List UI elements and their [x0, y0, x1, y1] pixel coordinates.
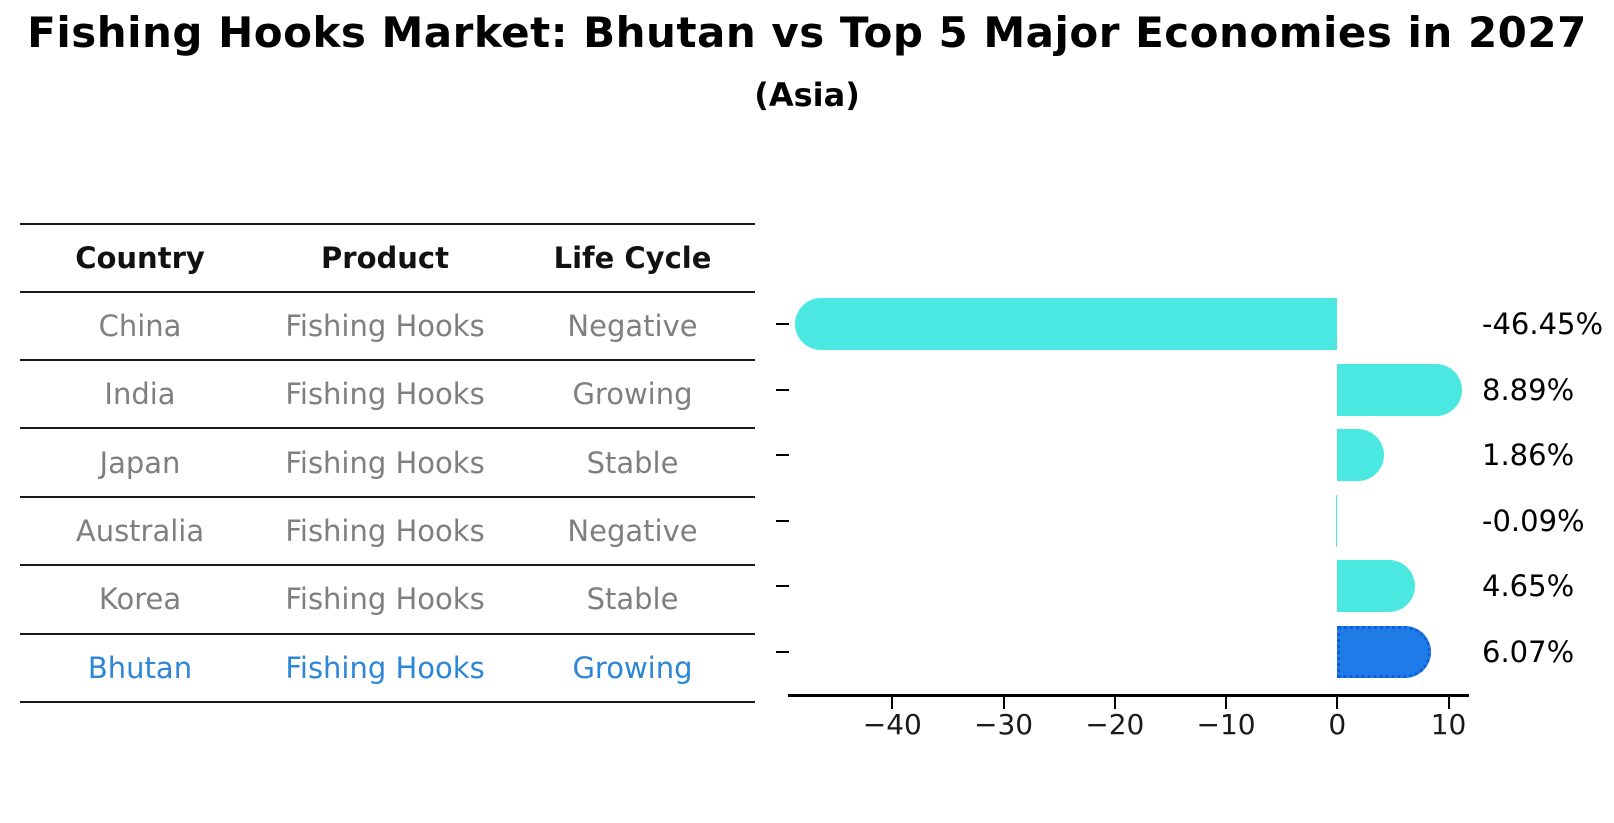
product-cell-bhutan: Fishing Hooks: [285, 650, 485, 685]
table-row-japan: Japan Fishing Hooks Stable: [20, 427, 755, 495]
bar-japan: [1337, 429, 1384, 482]
country-cell-india: India: [104, 377, 176, 412]
table-row-bhutan: Bhutan Fishing Hooks Growing: [20, 632, 755, 703]
bar-australia: [1335, 494, 1338, 547]
table-header-cell-country: Country: [75, 240, 205, 275]
bar-india: [1337, 363, 1463, 416]
value-label-japan: 1.86%: [1482, 438, 1575, 473]
table-header-cell-product: Product: [321, 240, 449, 275]
x-axis-tick-10: [1447, 697, 1450, 709]
x-axis-tick-0: [1336, 697, 1339, 709]
x-axis-tick-label--20: −20: [1085, 708, 1145, 741]
x-axis-tick--40: [891, 697, 894, 709]
x-axis-tick-label-10: 10: [1430, 708, 1467, 741]
x-axis-tick--20: [1113, 697, 1116, 709]
value-label-korea: 4.65%: [1482, 569, 1575, 604]
country-cell-australia: Australia: [75, 513, 205, 548]
product-cell-japan: Fishing Hooks: [285, 445, 485, 480]
x-axis-tick-label--40: −40: [862, 708, 922, 741]
product-cell-china: Fishing Hooks: [285, 308, 485, 343]
y-axis-tick-bhutan: [776, 651, 789, 653]
table-row-korea: Korea Fishing Hooks Stable: [20, 564, 755, 632]
comparison-table: Country Product Life Cycle China Fishing Hoo…: [20, 223, 755, 703]
life-cycle-cell-australia: Negative: [567, 513, 698, 548]
y-axis-tick-china: [776, 323, 789, 325]
figure-subtitle: (Asia): [754, 76, 860, 114]
value-label-india: 8.89%: [1482, 372, 1575, 407]
x-axis-tick-label--10: −10: [1196, 708, 1256, 741]
y-axis-tick-australia: [776, 519, 789, 522]
life-cycle-cell-china: Negative: [567, 308, 698, 343]
y-axis-tick-india: [776, 388, 789, 391]
table-header-cell-life-cycle: Life Cycle: [553, 240, 712, 275]
product-cell-india: Fishing Hooks: [285, 377, 485, 412]
bar-korea: [1337, 560, 1415, 613]
life-cycle-cell-bhutan: Growing: [572, 650, 693, 685]
product-cell-australia: Fishing Hooks: [285, 513, 485, 548]
figure-title: Fishing Hooks Market: Bhutan vs Top 5 Ma…: [27, 8, 1587, 57]
x-axis-line: [788, 694, 1469, 697]
life-cycle-cell-japan: Stable: [586, 445, 679, 480]
bar-china: [794, 298, 1338, 350]
product-cell-korea: Fishing Hooks: [285, 582, 485, 617]
country-cell-bhutan: Bhutan: [87, 650, 193, 685]
table-row-china: China Fishing Hooks Negative: [20, 290, 755, 359]
life-cycle-cell-india: Growing: [572, 377, 693, 412]
table-header-row: Country Product Life Cycle: [20, 223, 755, 291]
value-label-china: -46.45%: [1482, 307, 1604, 341]
table-row-india: India Fishing Hooks Growing: [20, 358, 755, 427]
y-axis-tick-japan: [776, 454, 789, 457]
country-cell-korea: Korea: [98, 582, 182, 617]
country-cell-china: China: [98, 308, 182, 343]
country-cell-japan: Japan: [99, 445, 181, 480]
x-axis-tick--30: [1002, 697, 1005, 709]
value-label-bhutan: 6.07%: [1482, 635, 1575, 669]
bar-bhutan: [1337, 626, 1431, 678]
y-axis-tick-korea: [776, 585, 789, 588]
value-label-australia: -0.09%: [1482, 503, 1585, 538]
x-axis-tick-label-0: 0: [1328, 708, 1347, 741]
life-cycle-cell-korea: Stable: [586, 582, 679, 617]
table-row-australia: Australia Fishing Hooks Negative: [20, 495, 755, 564]
x-axis-tick-label--30: −30: [974, 708, 1034, 741]
x-axis-tick--10: [1225, 697, 1228, 709]
